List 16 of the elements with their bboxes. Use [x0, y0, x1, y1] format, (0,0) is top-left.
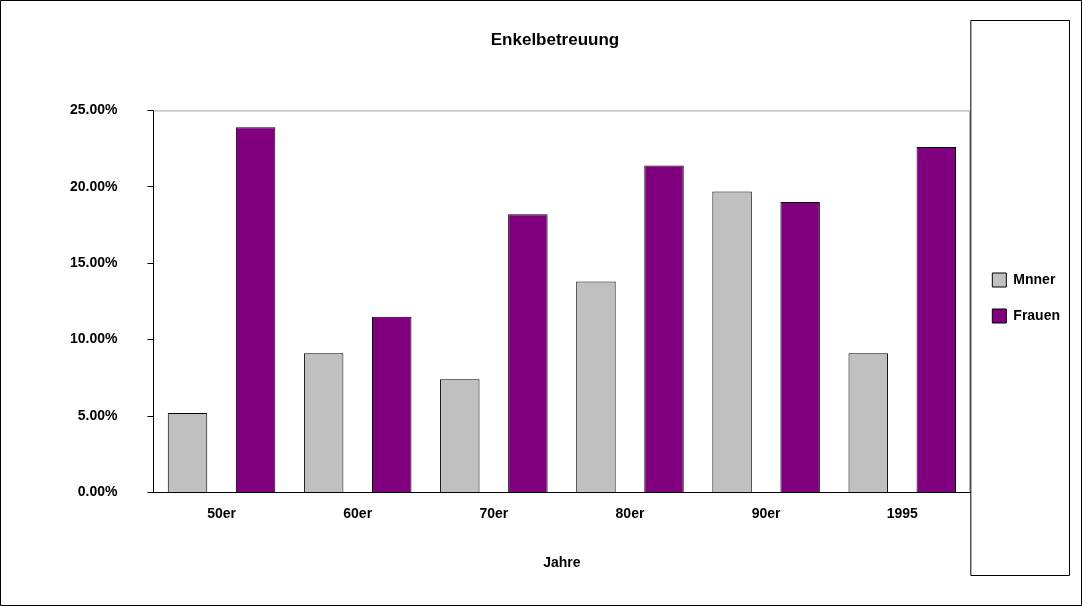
x-tick-label: 1995 — [886, 504, 919, 521]
y-tick-label: 0.00% — [77, 483, 119, 500]
legend-label: Mnner — [1013, 270, 1056, 287]
y-tick-label: 20.00% — [70, 177, 119, 194]
x-tick-label: 80er — [615, 504, 645, 521]
x-tick-label: 70er — [479, 504, 509, 521]
y-tick-label: 25.00% — [70, 101, 119, 118]
legend-label: Frauen — [1013, 306, 1061, 323]
x-tick-label: 50er — [207, 504, 237, 521]
y-tick-label: 5.00% — [77, 406, 119, 423]
y-tick-label: 15.00% — [70, 254, 119, 271]
x-tick-label: 60er — [343, 504, 373, 521]
x-axis-title: Jahre — [543, 554, 581, 571]
y-tick-label: 10.00% — [70, 330, 119, 347]
chart-title: Enkelbetreuung — [490, 29, 620, 49]
x-tick-label: 90er — [751, 504, 782, 521]
